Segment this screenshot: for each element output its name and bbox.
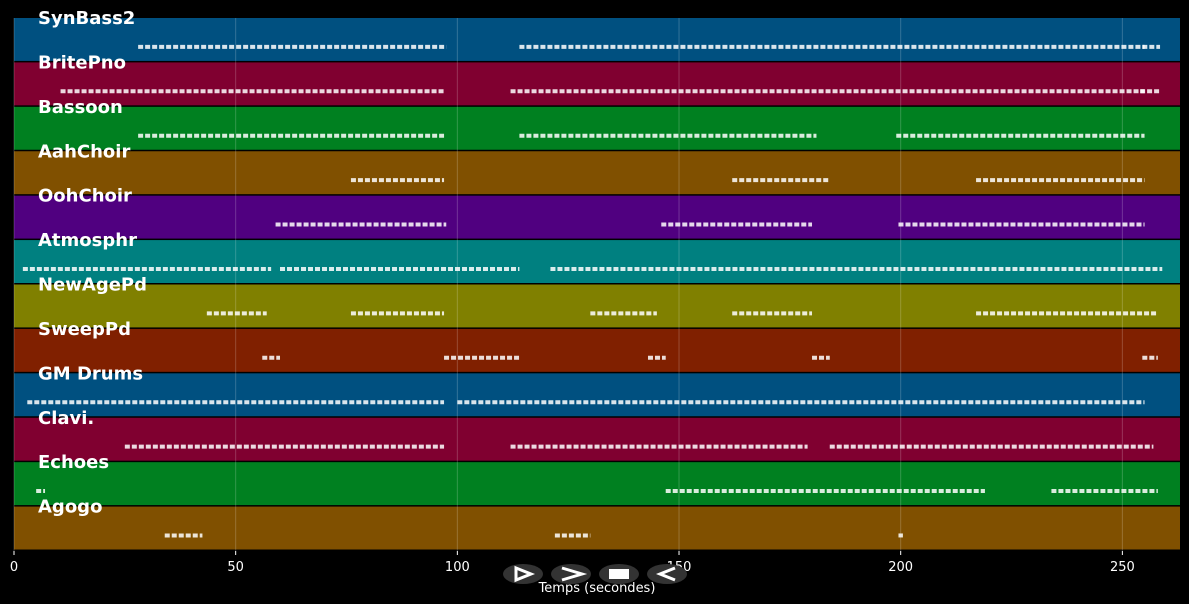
track-name: AahChoir [38, 141, 130, 162]
track-lane [14, 417, 1180, 461]
track-lane [14, 62, 1180, 106]
stop-button[interactable] [599, 564, 639, 584]
track-lane [14, 462, 1180, 506]
x-tick-label: 250 [1110, 560, 1135, 575]
track-name: Atmosphr [38, 230, 137, 251]
track-lane [14, 284, 1180, 328]
forward-button[interactable] [551, 564, 591, 584]
track-lane [14, 506, 1180, 550]
track-name: SweepPd [38, 319, 131, 340]
x-axis-label: Temps (secondes) [538, 581, 656, 596]
x-tick-label: 200 [888, 560, 913, 575]
track-lane [14, 373, 1180, 417]
x-tick-label: 50 [227, 560, 244, 575]
playback-controls [503, 564, 687, 584]
track-name: Clavi. [38, 408, 94, 429]
play-button[interactable] [503, 564, 543, 584]
back-button[interactable] [647, 564, 687, 584]
track-lane [14, 106, 1180, 150]
track-name: Echoes [38, 452, 109, 473]
track-name: BritePno [38, 52, 126, 73]
track-name: NewAgePd [38, 275, 147, 296]
track-name: OohChoir [38, 186, 132, 207]
track-name: GM Drums [38, 363, 143, 384]
track-lane [14, 18, 1180, 61]
track-name: SynBass2 [38, 8, 135, 29]
track-name: Agogo [38, 497, 102, 518]
x-tick-label: 100 [445, 560, 470, 575]
track-lane [14, 151, 1180, 195]
track-lane [14, 328, 1180, 372]
track-name: Bassoon [38, 97, 123, 118]
track-lane [14, 240, 1180, 283]
track-lane [14, 195, 1180, 239]
x-tick-label: 0 [10, 560, 18, 575]
